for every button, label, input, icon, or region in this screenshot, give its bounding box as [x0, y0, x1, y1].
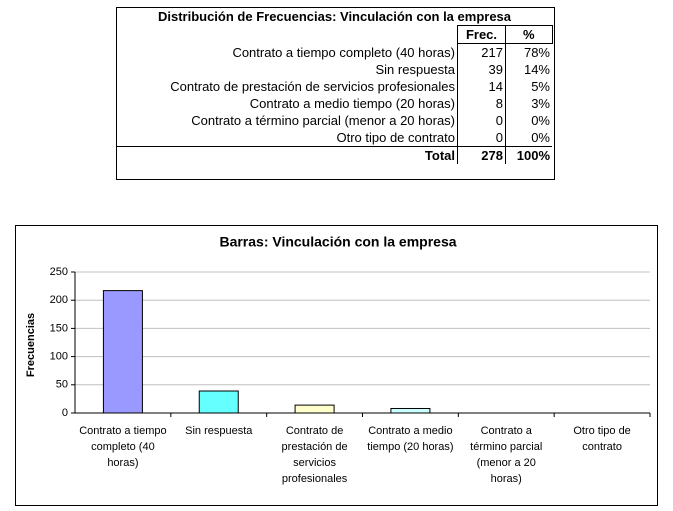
table-cell: 217 — [457, 43, 506, 61]
table-row: Sin respuesta 39 14% — [117, 61, 552, 78]
table-cell: 39 — [457, 61, 506, 78]
table-cell: 14 — [457, 78, 506, 95]
chart-frame — [15, 225, 658, 506]
y-tick-label: 200 — [50, 294, 68, 306]
table-cell: Contrato a término parcial (menor a 20 h… — [191, 113, 455, 128]
table-cell: 0 — [457, 129, 506, 147]
table-cell: 0% — [505, 112, 552, 129]
chart-title: Barras: Vinculación con la empresa — [219, 234, 456, 250]
y-axis-label: Frecuencias — [25, 313, 37, 377]
table-cell: Otro tipo de contrato — [336, 130, 455, 145]
table-cell: 14% — [505, 61, 552, 78]
table-row: Contrato a término parcial (menor a 20 h… — [117, 112, 552, 129]
header-cell: Frec. — [457, 25, 506, 44]
total-row: Total 278 100% — [117, 146, 552, 164]
bar — [198, 390, 239, 414]
table-cell: 3% — [505, 95, 552, 112]
x-tick-label: Otro tipo de contrato — [573, 425, 631, 453]
table-cell: Contrato a tiempo completo (40 horas) — [232, 44, 455, 60]
y-tick-label: 50 — [56, 379, 68, 391]
x-tick-label: Contrato a término parcial (menor a 20 h… — [470, 425, 543, 485]
table-cell: 100% — [505, 146, 552, 164]
y-tick-label: 250 — [50, 266, 68, 278]
table-cell: 8 — [457, 95, 506, 112]
table-row: Otro tipo de contrato 0 0% — [117, 129, 552, 147]
table-cell: Sin respuesta — [375, 62, 456, 77]
table-cell: Contrato a medio tiempo (20 horas) — [249, 96, 455, 111]
table-cell: 278 — [457, 146, 506, 164]
y-tick-label: 150 — [50, 322, 68, 334]
frequency-table: Distribución de Frecuencias: Vinculación… — [117, 8, 553, 164]
table-cell: Total — [117, 146, 458, 164]
x-tick-label: Contrato de prestación de servicios prof… — [281, 425, 348, 485]
table-row: Contrato a tiempo completo (40 horas) 217… — [117, 43, 552, 61]
table-cell: 0 — [457, 112, 506, 129]
table-row: Contrato a medio tiempo (20 horas) 8 3% — [117, 95, 552, 112]
x-tick-label: Contrato a tiempo completo (40 horas) — [79, 425, 167, 469]
table-title: Distribución de Frecuencias: Vinculación… — [157, 9, 512, 24]
bar — [294, 404, 335, 414]
y-tick-label: 100 — [50, 351, 68, 363]
table-cell: 78% — [505, 43, 552, 61]
table-cell: 5% — [505, 78, 552, 95]
bar — [390, 407, 431, 414]
table-cell: 0% — [505, 129, 552, 147]
bar — [102, 290, 143, 414]
x-tick-label: Sin respuesta — [185, 425, 253, 437]
table-frame — [116, 7, 555, 180]
x-tick-label: Contrato a medio tiempo (20 horas) — [367, 425, 454, 453]
y-tick-label: 0 — [62, 407, 68, 419]
header-cell: % — [505, 25, 553, 44]
table-row: Contrato de prestación de servicios prof… — [117, 78, 552, 95]
table-cell: Contrato de prestación de servicios prof… — [170, 79, 455, 94]
